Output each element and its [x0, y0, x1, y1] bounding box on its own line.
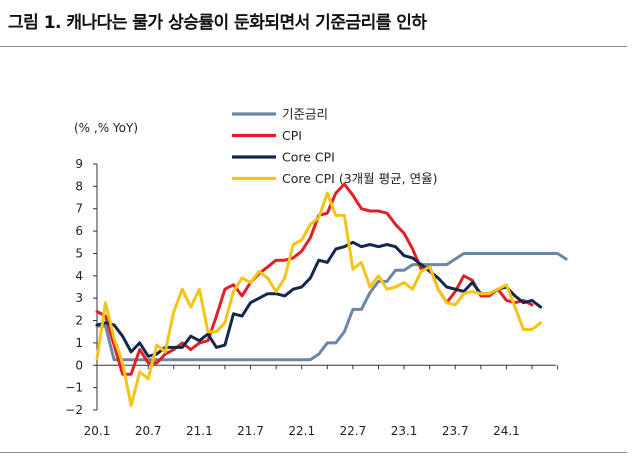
- x-tick-label: 20.1: [84, 424, 111, 438]
- y-tick-label: 0: [75, 358, 83, 372]
- series-line-core-cpi: [95, 240, 543, 358]
- chart-title: 그림 1. 캐나다는 물가 상승률이 둔화되면서 기준금리를 인하: [8, 13, 427, 33]
- series-line-cpi: [95, 182, 534, 376]
- x-tick-label: 21.7: [237, 424, 264, 438]
- series-line-policy-rate: [95, 252, 568, 362]
- legend-label-cpi: CPI: [282, 128, 302, 143]
- x-tick-label: 23.1: [391, 424, 418, 438]
- y-tick-label: 3: [75, 291, 83, 305]
- y-tick-label: 5: [75, 246, 83, 260]
- legend-label-core-cpi-3m-annualized: Core CPI (3개월 평균, 연율): [282, 171, 437, 186]
- x-tick-label: 24.1: [493, 424, 520, 438]
- top-divider: [0, 46, 627, 47]
- y-tick-label: 6: [75, 224, 83, 238]
- x-tick-label: 21.1: [186, 424, 213, 438]
- bottom-divider: [0, 452, 627, 453]
- x-tick-label: 22.1: [288, 424, 315, 438]
- axes: 9 8 7 6 5 4 3 2 1 0 −1 −220.1 20.7 21.1 21.7 22.1 22.7 23…: [65, 157, 559, 438]
- y-tick-label: 7: [75, 202, 83, 216]
- y-tick-label: −2: [65, 403, 83, 417]
- y-tick-label: 9: [75, 157, 83, 171]
- legend-label-core-cpi: Core CPI: [282, 150, 335, 165]
- x-tick-label: 20.7: [135, 424, 162, 438]
- y-tick-label: 4: [75, 269, 83, 283]
- x-tick-label: 22.7: [340, 424, 367, 438]
- series-layer: [95, 182, 568, 407]
- y-tick-label: 2: [75, 314, 83, 328]
- x-tick-label: 23.7: [442, 424, 469, 438]
- series-line-core-cpi-3m-annualized: [95, 191, 543, 407]
- y-tick-label: 1: [75, 336, 83, 350]
- unit-label: (% ,% YoY): [74, 121, 138, 135]
- legend-label-policy-rate: 기준금리: [282, 107, 328, 122]
- legend: 기준금리 CPI Core CPI Core CPI (3개월 평균, 연율): [232, 107, 437, 186]
- y-tick-label: 8: [75, 179, 83, 193]
- y-tick-label: −1: [65, 381, 83, 395]
